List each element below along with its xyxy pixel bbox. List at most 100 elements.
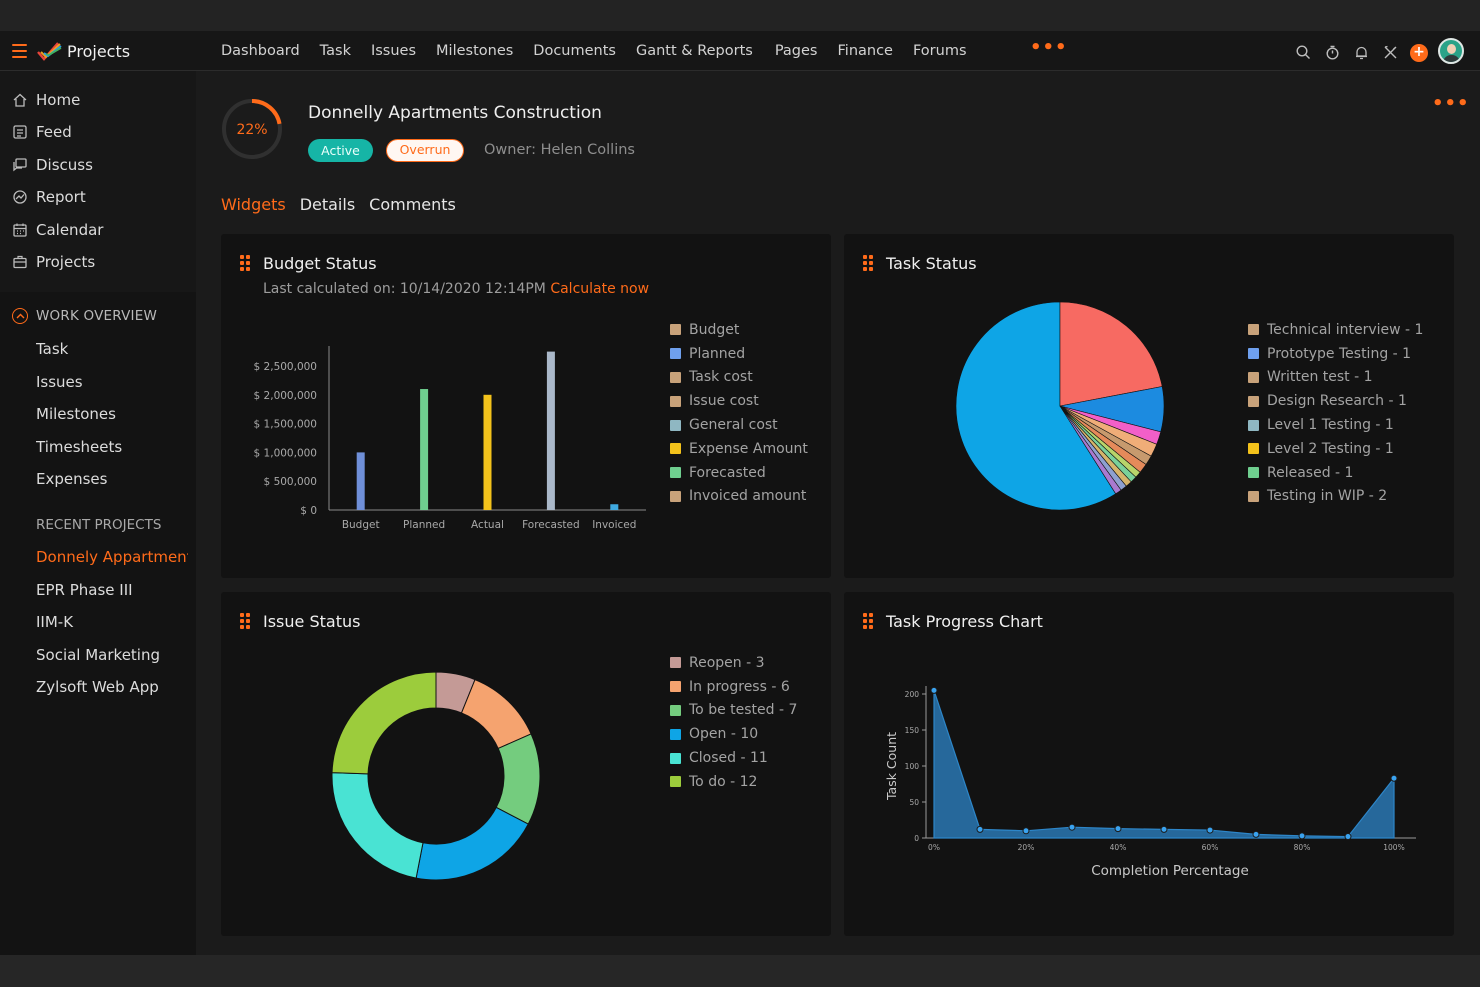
budget-bar-chart: $ 2,500,000 $ 2,000,000 $ 1,500,000 $ 1,000… xyxy=(254,346,646,531)
legend-label: Planned xyxy=(689,345,746,362)
status-badge[interactable]: Active xyxy=(308,139,373,162)
tab-comments[interactable]: Comments xyxy=(369,195,456,214)
nav-issues[interactable]: Issues xyxy=(370,43,417,59)
app-window: Projects Dashboard Task Issues Milestone… xyxy=(0,31,1480,955)
sidebar-sub-milestones[interactable]: Milestones xyxy=(36,405,116,423)
recent-project-epr[interactable]: EPR Phase III xyxy=(36,581,133,599)
y-tick-label: 50 xyxy=(909,798,919,807)
task-status-legend-item[interactable]: Level 2 Testing - 1 xyxy=(1248,437,1423,461)
drag-handle-icon[interactable] xyxy=(240,255,250,271)
nav-pages[interactable]: Pages xyxy=(774,43,818,59)
issue-status-legend-item[interactable]: To be tested - 7 xyxy=(670,699,797,723)
task-status-legend-item[interactable]: Released - 1 xyxy=(1248,461,1423,485)
search-icon[interactable] xyxy=(1294,44,1312,62)
pie-slice[interactable] xyxy=(955,301,1117,511)
budget-legend-item[interactable]: Expense Amount xyxy=(670,437,808,461)
nav-task[interactable]: Task xyxy=(319,43,351,59)
data-point[interactable] xyxy=(1252,830,1260,838)
donut-slice-closed[interactable] xyxy=(331,772,424,879)
bar-actual[interactable] xyxy=(483,394,492,510)
sidebar-sub-task[interactable]: Task xyxy=(36,340,69,358)
task-status-legend-item[interactable]: Design Research - 1 xyxy=(1248,389,1423,413)
budget-legend-item[interactable]: Budget xyxy=(670,318,808,342)
pie-slice[interactable] xyxy=(1059,301,1163,407)
nav-more-icon[interactable]: ••• xyxy=(1030,37,1068,58)
drag-handle-icon[interactable] xyxy=(863,255,873,271)
sidebar-sub-expenses[interactable]: Expenses xyxy=(36,470,108,488)
sidebar-sub-issues[interactable]: Issues xyxy=(36,373,83,391)
budget-legend-item[interactable]: Task cost xyxy=(670,366,808,390)
data-point[interactable] xyxy=(1344,833,1352,841)
recent-project-donnely[interactable]: Donnely Appartment xyxy=(36,548,188,566)
issue-status-legend-item[interactable]: Reopen - 3 xyxy=(670,651,797,675)
bar-invoiced[interactable] xyxy=(610,504,619,510)
y-tick-label: $ 2,500,000 xyxy=(254,361,317,373)
calculate-now-link[interactable]: Calculate now xyxy=(550,281,650,297)
sidebar-item-discuss[interactable]: Discuss xyxy=(12,153,93,177)
tab-details[interactable]: Details xyxy=(299,195,356,214)
recent-project-social-marketing[interactable]: Social Marketing xyxy=(36,646,160,664)
legend-swatch xyxy=(670,728,681,740)
legend-label: Written test - 1 xyxy=(1267,369,1373,386)
sidebar-item-projects[interactable]: Projects xyxy=(12,250,95,274)
bar-planned[interactable] xyxy=(420,389,429,510)
budget-legend-item[interactable]: Issue cost xyxy=(670,389,808,413)
legend-swatch xyxy=(1248,348,1259,360)
issue-status-legend-item[interactable]: To do - 12 xyxy=(670,770,797,794)
data-point[interactable] xyxy=(976,825,984,833)
bell-icon[interactable] xyxy=(1352,44,1370,62)
drag-handle-icon[interactable] xyxy=(863,613,873,629)
data-point[interactable] xyxy=(930,686,938,694)
menu-icon[interactable] xyxy=(12,44,27,58)
quick-add-button[interactable]: + xyxy=(1410,43,1428,62)
nav-documents[interactable]: Documents xyxy=(533,43,616,59)
pie-slice[interactable] xyxy=(1059,405,1122,495)
data-point[interactable] xyxy=(1022,827,1030,835)
budget-legend-item[interactable]: Forecasted xyxy=(670,461,808,485)
nav-milestones[interactable]: Milestones xyxy=(436,43,514,59)
tools-icon[interactable] xyxy=(1381,44,1399,62)
project-more-icon[interactable]: ••• xyxy=(1432,93,1470,114)
budget-legend-item[interactable]: General cost xyxy=(670,413,808,437)
legend-label: Open - 10 xyxy=(689,726,759,743)
task-status-legend-item[interactable]: Written test - 1 xyxy=(1248,366,1423,390)
task-status-legend-item[interactable]: Testing in WIP - 2 xyxy=(1248,485,1423,509)
issue-status-legend-item[interactable]: Closed - 11 xyxy=(670,746,797,770)
sidebar-item-report[interactable]: Report xyxy=(12,185,86,209)
budget-legend-item[interactable]: Invoiced amount xyxy=(670,485,808,509)
bar-forecasted[interactable] xyxy=(546,351,555,510)
sidebar-item-home[interactable]: Home xyxy=(12,88,80,112)
timer-icon[interactable] xyxy=(1323,44,1341,62)
sidebar-item-label: Home xyxy=(36,91,81,109)
bar-budget[interactable] xyxy=(356,452,365,510)
data-point[interactable] xyxy=(1160,825,1168,833)
task-status-legend-item[interactable]: Prototype Testing - 1 xyxy=(1248,342,1423,366)
legend-swatch xyxy=(670,443,681,455)
recent-project-iimk[interactable]: IIM-K xyxy=(36,613,74,631)
sidebar-sub-timesheets[interactable]: Timesheets xyxy=(36,438,123,456)
task-status-legend-item[interactable]: Technical interview - 1 xyxy=(1248,318,1423,342)
issue-status-legend-item[interactable]: Open - 10 xyxy=(670,722,797,746)
work-overview-toggle[interactable]: WORK OVERVIEW xyxy=(12,308,157,324)
sidebar-item-calendar[interactable]: Calendar xyxy=(12,218,103,242)
recent-project-zylsoft[interactable]: Zylsoft Web App xyxy=(36,678,159,696)
nav-forums[interactable]: Forums xyxy=(912,43,967,59)
data-point[interactable] xyxy=(1206,826,1214,834)
nav-dashboard[interactable]: Dashboard xyxy=(221,43,300,59)
data-point[interactable] xyxy=(1390,774,1398,782)
drag-handle-icon[interactable] xyxy=(240,613,250,629)
issue-status-legend-item[interactable]: In progress - 6 xyxy=(670,675,797,699)
nav-finance[interactable]: Finance xyxy=(837,43,893,59)
data-point[interactable] xyxy=(1298,832,1306,840)
task-status-legend-item[interactable]: Level 1 Testing - 1 xyxy=(1248,413,1423,437)
data-point[interactable] xyxy=(1068,823,1076,831)
data-point[interactable] xyxy=(1114,825,1122,833)
donut-slice-open[interactable] xyxy=(415,806,529,881)
user-avatar[interactable] xyxy=(1438,38,1464,64)
sidebar-item-feed[interactable]: Feed xyxy=(12,120,72,144)
donut-slice-to-do[interactable] xyxy=(331,671,437,775)
nav-gantt-reports[interactable]: Gantt & Reports xyxy=(635,43,753,59)
tab-widgets[interactable]: Widgets xyxy=(221,195,286,214)
budget-legend-item[interactable]: Planned xyxy=(670,342,808,366)
legend-swatch xyxy=(670,657,681,669)
